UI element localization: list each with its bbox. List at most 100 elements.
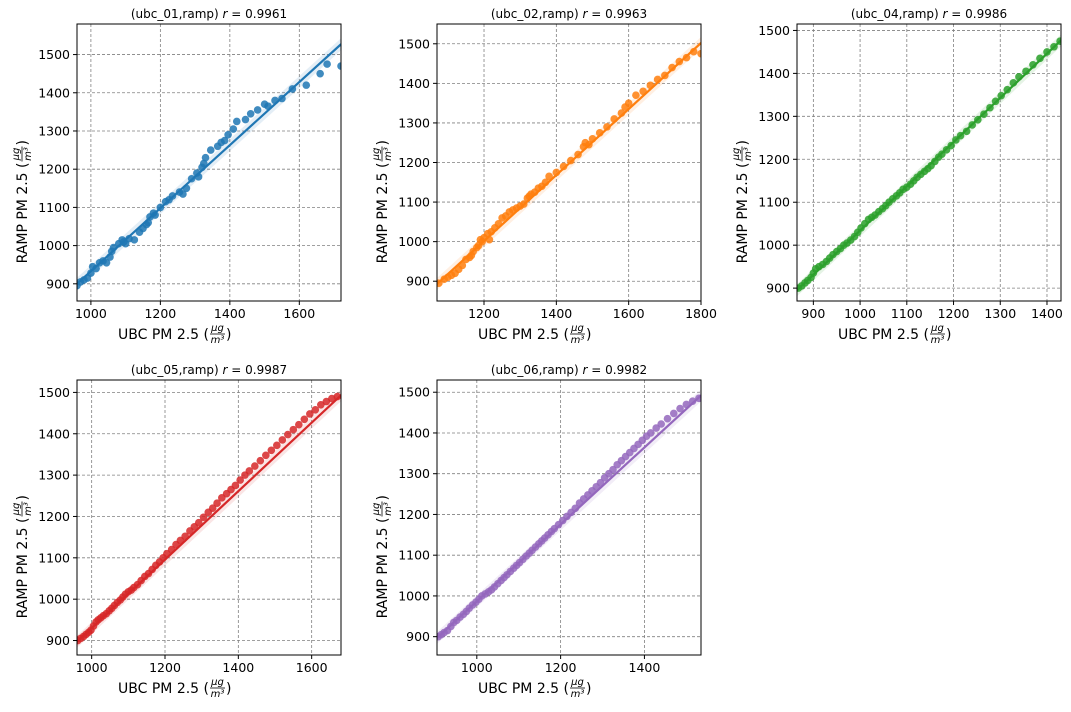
- svg-text:): ): [15, 140, 31, 145]
- y-tick-label: 1300: [38, 468, 70, 483]
- y-tick-label: 1300: [38, 123, 70, 138]
- svg-text:UBC PM 2.5 (: UBC PM 2.5 (: [118, 327, 209, 343]
- data-point: [87, 269, 95, 277]
- y-tick-label: 1400: [398, 425, 430, 440]
- chart-panel-4: 1000 1200 1400 1600 900 1000 1100 1200 1300 1400 1…: [11, 363, 342, 700]
- y-tick-label: 1000: [38, 592, 70, 607]
- data-point: [208, 504, 217, 512]
- panel-title: (ubc_06,ramp) r = 0.9982: [491, 363, 647, 377]
- chart-panel-5: 1000 1200 1400 900 1000 1100 1200 1300 1400 1500 (…: [371, 363, 702, 700]
- data-point: [688, 397, 697, 405]
- data-point: [194, 518, 203, 527]
- regression-line: [437, 394, 701, 639]
- y-tick-label: 1200: [398, 155, 430, 170]
- svg-text:): ): [735, 140, 751, 145]
- regression-line: [77, 43, 341, 285]
- plot-area: [77, 389, 341, 648]
- data-point: [256, 456, 265, 465]
- axes-frame: [76, 23, 342, 302]
- x-tick-label: 1300: [984, 306, 1016, 321]
- x-tick-label: 1400: [214, 306, 246, 321]
- data-point: [337, 62, 341, 70]
- svg-text:m³: m³: [383, 147, 394, 161]
- y-tick-label: 1100: [398, 548, 430, 563]
- y-tick-label: 1000: [398, 588, 430, 603]
- y-tick-label: 1500: [398, 36, 430, 51]
- data-point: [246, 109, 255, 118]
- regression-line: [437, 42, 701, 285]
- svg-text:μg: μg: [210, 323, 224, 334]
- y-tick-label: 1100: [398, 195, 430, 210]
- y-axis-label: RAMP PM 2.5 (μg m³): [11, 495, 34, 618]
- svg-text:μg: μg: [210, 677, 224, 688]
- chart-panel-2: 1200 1400 1600 1800 900 1000 1100 1200 1300 1400 1…: [371, 7, 717, 346]
- x-tick-label: 900: [801, 306, 825, 321]
- data-point: [317, 401, 325, 409]
- data-point: [199, 513, 208, 522]
- data-point: [262, 451, 270, 460]
- x-tick-label: 1600: [296, 660, 328, 675]
- plot-area: [77, 38, 341, 290]
- x-tick-label: 1000: [461, 660, 493, 675]
- x-tick-label: 1000: [76, 660, 108, 675]
- y-tick-label: 1200: [38, 162, 70, 177]
- data-point: [295, 420, 303, 429]
- panel-title: (ubc_02,ramp) r = 0.9963: [491, 7, 647, 21]
- panel-title: (ubc_04,ramp) r = 0.9986: [851, 7, 1007, 21]
- svg-text:): ): [586, 681, 591, 697]
- svg-text:): ): [586, 327, 591, 343]
- regression-line: [797, 39, 1061, 292]
- svg-text:RAMP PM 2.5 (: RAMP PM 2.5 (: [375, 163, 391, 264]
- data-point: [102, 258, 111, 267]
- svg-text:μg: μg: [570, 323, 584, 334]
- x-tick-label: 1400: [222, 660, 254, 675]
- y-tick-label: 900: [406, 274, 430, 289]
- data-point: [251, 462, 259, 470]
- svg-text:UBC PM 2.5 (: UBC PM 2.5 (: [478, 327, 569, 343]
- svg-text:m³: m³: [23, 147, 34, 161]
- x-tick-label: 1200: [468, 306, 500, 321]
- svg-text:): ): [375, 495, 391, 500]
- y-tick-label: 1500: [38, 47, 70, 62]
- x-tick-label: 1600: [283, 306, 315, 321]
- data-point: [545, 172, 553, 181]
- svg-text:): ): [226, 327, 231, 343]
- y-tick-label: 900: [766, 281, 790, 296]
- svg-text:UBC PM 2.5 (: UBC PM 2.5 (: [478, 681, 569, 697]
- data-point: [302, 81, 311, 89]
- svg-text:UBC PM 2.5 (: UBC PM 2.5 (: [838, 327, 929, 343]
- data-point: [231, 481, 240, 490]
- svg-text:μg: μg: [731, 148, 742, 162]
- y-axis-label: RAMP PM 2.5 (μg m³): [371, 140, 394, 263]
- svg-text:RAMP PM 2.5 (: RAMP PM 2.5 (: [375, 518, 391, 619]
- data-point: [559, 162, 568, 171]
- x-tick-label: 1200: [149, 660, 181, 675]
- data-point: [179, 190, 187, 198]
- data-point: [241, 115, 250, 124]
- grid: [77, 24, 341, 301]
- svg-text:μg: μg: [11, 503, 22, 517]
- data-point: [689, 47, 698, 56]
- data-point: [624, 99, 633, 107]
- y-axis-label: RAMP PM 2.5 (μg m³): [731, 140, 754, 263]
- x-tick-label: 1400: [629, 660, 661, 675]
- data-point: [646, 429, 655, 437]
- data-point: [284, 430, 292, 439]
- data-point: [229, 125, 238, 133]
- axes-frame: [436, 379, 702, 656]
- x-tick-label: 1400: [1031, 306, 1063, 321]
- data-point: [267, 446, 276, 455]
- data-point: [668, 63, 676, 72]
- plot-area: [437, 36, 701, 290]
- y-tick-label: 1100: [758, 195, 790, 210]
- y-tick-label: 1200: [758, 152, 790, 167]
- data-point: [245, 467, 254, 475]
- y-tick-label: 1500: [38, 385, 70, 400]
- svg-text:): ): [15, 495, 31, 500]
- y-axis-label: RAMP PM 2.5 (μg m³): [11, 140, 34, 263]
- data-point: [232, 117, 241, 126]
- svg-text:μg: μg: [930, 323, 944, 334]
